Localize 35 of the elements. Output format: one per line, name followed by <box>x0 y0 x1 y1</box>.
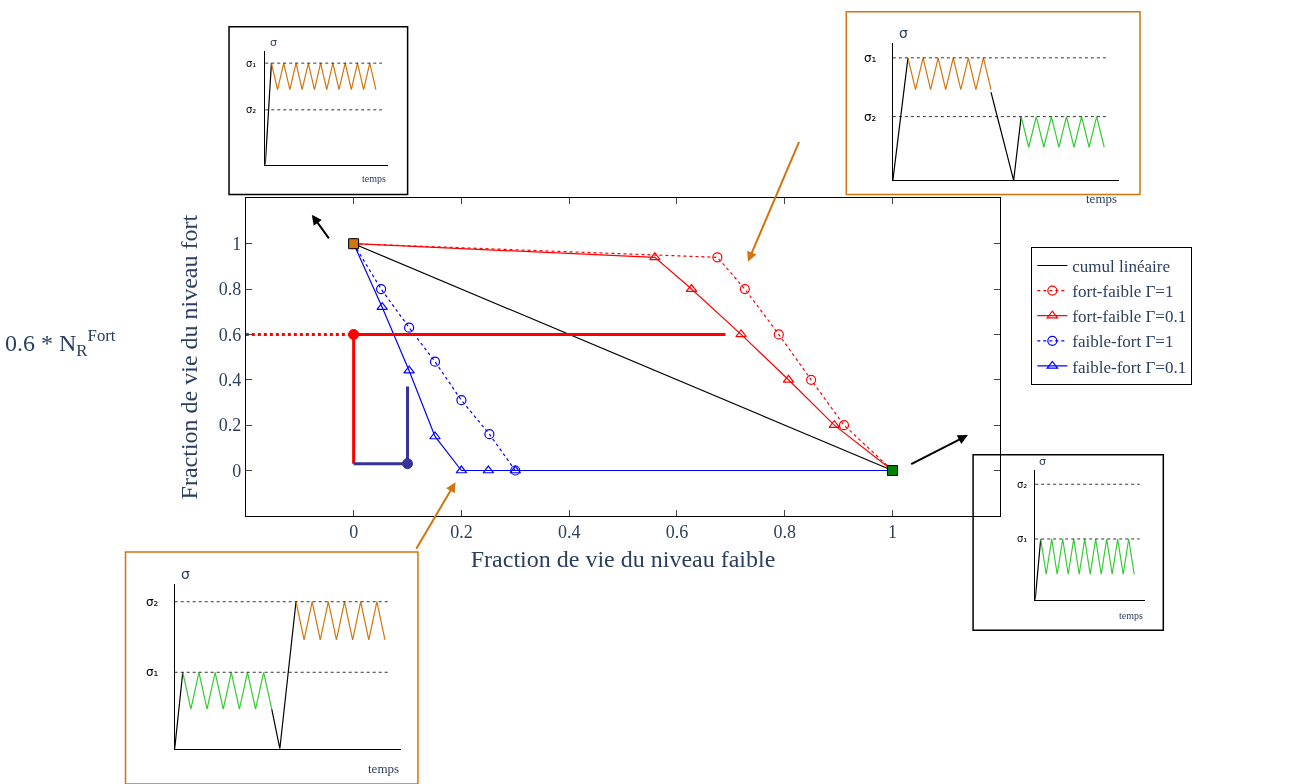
ref-line-label: σ₁ <box>864 51 877 65</box>
x-tick-label: 1 <box>887 522 897 543</box>
x-tick-label: 0.8 <box>773 522 796 543</box>
ref-line-label: σ₂ <box>1017 479 1028 490</box>
y-tick-label: 0.6 <box>218 324 242 345</box>
y-axis-title: σ <box>1039 455 1046 468</box>
y-tick-label: 0.8 <box>218 279 242 300</box>
legend-label: fort-faible Γ=1 <box>1072 282 1174 302</box>
y-tick-label: 0.2 <box>218 415 242 436</box>
x-tick-label: 0.2 <box>450 522 473 543</box>
y-tick-label: 0.4 <box>218 370 242 391</box>
x-tick-label: 0.6 <box>665 522 689 543</box>
x-axis-title: Fraction de vie du niveau faible <box>470 545 776 572</box>
y-tick-label: 0 <box>232 460 242 481</box>
legend-label: fort-faible Γ=0.1 <box>1072 307 1187 327</box>
x-axis-title: temps <box>1119 610 1143 621</box>
x-axis-title: temps <box>362 173 386 184</box>
y-axis-title: σ <box>899 25 908 41</box>
x-tick-label: 0 <box>349 522 359 543</box>
y-axis-title: σ <box>270 36 277 49</box>
legend-label: faible-fort Γ=1 <box>1072 332 1174 352</box>
ref-line-label: σ₁ <box>1017 533 1028 544</box>
ref-line-label: σ₁ <box>246 58 257 69</box>
x-axis-title: temps <box>368 761 400 776</box>
x-tick-label: 0.4 <box>557 522 581 543</box>
y-axis-title: σ <box>181 566 190 582</box>
ref-line-label: σ₂ <box>246 104 257 115</box>
x-axis-title: temps <box>1086 191 1118 206</box>
y-axis-title: Fraction de vie du niveau fort <box>175 214 202 500</box>
y-tick-label: 1 <box>232 234 242 255</box>
ref-line-label: σ₁ <box>146 665 159 679</box>
ref-line-label: σ₂ <box>146 595 159 609</box>
legend-label: faible-fort Γ=0.1 <box>1072 357 1187 377</box>
ref-line-label: σ₂ <box>864 110 877 124</box>
legend-label: cumul linéaire <box>1072 257 1171 277</box>
